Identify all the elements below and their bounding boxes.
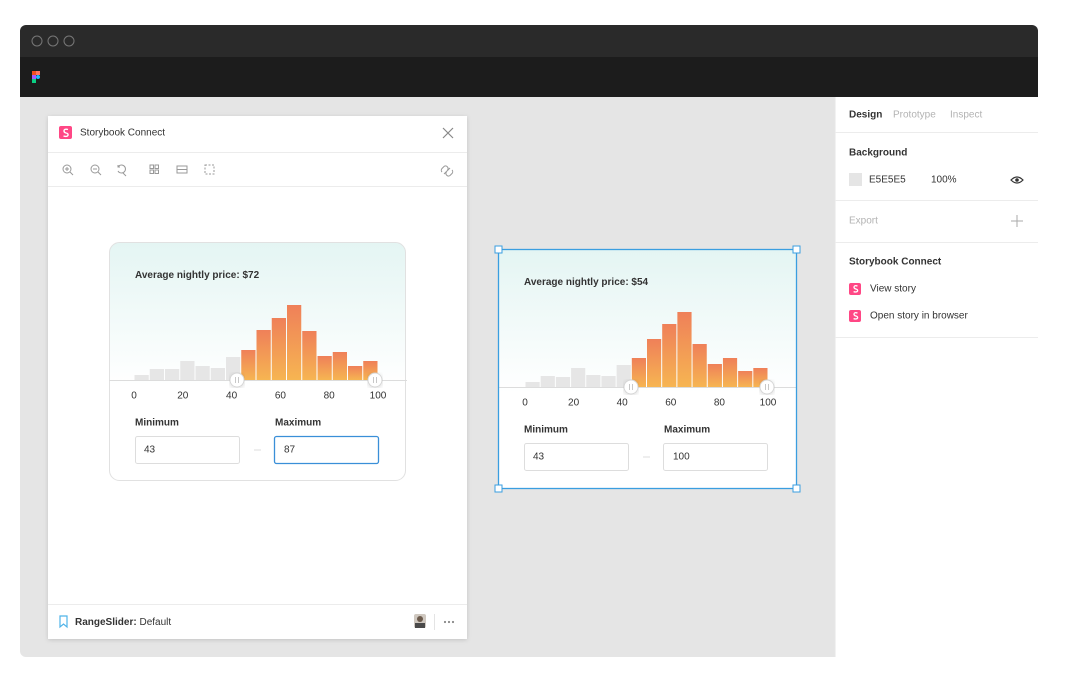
- histogram-bar: [302, 331, 317, 380]
- histogram-bar: [738, 371, 753, 387]
- histogram-bar: [180, 361, 195, 380]
- handle-grip: [235, 377, 239, 383]
- histogram-bar: [662, 324, 677, 387]
- selection-outline: [494, 245, 801, 493]
- range-slider: Average nightly price: $72 0 20 40 60 80 100 Mi…: [109, 270, 407, 465]
- maximum-value: 100: [673, 452, 690, 463]
- histogram-bar: [165, 369, 180, 380]
- minimum-value: 43: [533, 452, 545, 463]
- add-export[interactable]: [1011, 215, 1023, 227]
- figma-logo[interactable]: [32, 71, 40, 83]
- axis-tick-label: 60: [665, 398, 677, 409]
- price-value: $72: [242, 270, 259, 281]
- histogram-bar: [540, 376, 555, 387]
- maximum-input[interactable]: [663, 443, 768, 471]
- axis-tick-label: 100: [370, 391, 387, 402]
- plugin-title: Storybook Connect: [80, 128, 165, 139]
- close-button[interactable]: [442, 127, 454, 139]
- slider-handle[interactable]: [759, 379, 775, 395]
- handle-grip: [373, 377, 377, 383]
- component-name: RangeSlider:: [75, 617, 137, 628]
- sidebar-content: Design Prototype Inspect Background E5E5…: [835, 110, 1038, 338]
- minimum-label: Minimum: [135, 418, 179, 429]
- histogram-bar: [555, 377, 571, 387]
- price-label: Average nightly price: $54: [524, 277, 649, 288]
- tab-prototype[interactable]: Prototype: [893, 110, 936, 121]
- histogram-bar: [317, 356, 332, 380]
- histogram-bar: [586, 375, 601, 387]
- histogram-bar: [677, 312, 692, 387]
- histogram-bar: [332, 352, 347, 380]
- maximum-label: Maximum: [275, 418, 321, 429]
- more-button[interactable]: [443, 620, 455, 624]
- handle-grip: [765, 384, 769, 390]
- histogram-bar: [631, 358, 646, 387]
- export-heading: Export: [849, 216, 878, 227]
- bookmark-icon: [59, 615, 68, 629]
- price-caption: Average nightly price: $54: [524, 277, 649, 288]
- range-slider: Average nightly price: $54 0 20 40 60 80 100 Mi…: [498, 277, 797, 471]
- maximum-label: Maximum: [664, 425, 710, 436]
- axis-tick-label: 0: [522, 398, 528, 409]
- window-controls[interactable]: [31, 35, 75, 47]
- footer-label: RangeSlider: Default: [75, 617, 171, 628]
- price-caption: Average nightly price:: [135, 270, 240, 281]
- maximum-input[interactable]: [273, 435, 380, 465]
- histogram-bar: [241, 350, 256, 380]
- toolbar: [20, 57, 1038, 97]
- title-bar: [20, 25, 1038, 57]
- zoom-toolbar[interactable]: [62, 164, 454, 177]
- histogram-bar: [707, 364, 722, 387]
- histogram-bar: [348, 366, 363, 380]
- background-color[interactable]: E5E5E5: [869, 175, 906, 186]
- histogram-bar: [134, 375, 149, 380]
- histogram-bar: [287, 305, 302, 380]
- maximum-value: 87: [284, 445, 296, 456]
- handle-grip: [629, 384, 633, 390]
- sidebar: [835, 97, 1038, 657]
- tab-inspect[interactable]: Inspect: [950, 110, 982, 121]
- axis-tick-label: 100: [760, 398, 777, 409]
- axis-tick-label: 20: [177, 391, 189, 402]
- histogram-bar: [256, 330, 271, 380]
- histogram-bar: [210, 368, 225, 380]
- background-opacity[interactable]: 100%: [931, 175, 957, 186]
- view-story-link[interactable]: View story: [870, 284, 916, 295]
- histogram-bar: [195, 366, 210, 380]
- avatar[interactable]: [414, 614, 426, 628]
- axis-tick-label: 20: [568, 398, 580, 409]
- minimum-input[interactable]: [524, 443, 629, 471]
- slider-handle[interactable]: [623, 379, 639, 395]
- axis-tick-label: 80: [714, 398, 726, 409]
- minimum-label: Minimum: [524, 425, 568, 436]
- histogram-bar: [692, 344, 707, 387]
- storybook-heading: Storybook Connect: [849, 257, 942, 268]
- price-label: Average nightly price: $72: [135, 270, 260, 281]
- story-name: Default: [139, 617, 171, 628]
- histogram-bar: [571, 368, 586, 387]
- tab-design[interactable]: Design: [849, 110, 882, 121]
- open-story-link[interactable]: Open story in browser: [870, 311, 968, 322]
- background-heading: Background: [849, 148, 907, 159]
- minimum-input[interactable]: [135, 436, 240, 464]
- axis-tick-label: 40: [226, 391, 238, 402]
- color-swatch[interactable]: [849, 173, 862, 186]
- slider-handle[interactable]: [367, 372, 383, 388]
- histogram-bar: [149, 369, 164, 380]
- slider-handle[interactable]: [229, 372, 245, 388]
- axis-tick-label: 80: [324, 391, 336, 402]
- visibility-toggle[interactable]: [1010, 176, 1024, 184]
- histogram-bar: [525, 382, 540, 387]
- histogram-bar: [271, 318, 286, 380]
- histogram-bar: [647, 339, 662, 387]
- histogram-bar: [601, 376, 616, 387]
- axis-tick-label: 0: [131, 391, 137, 402]
- axis-tick-label: 40: [617, 398, 629, 409]
- axis-tick-label: 60: [275, 391, 287, 402]
- histogram-bar: [722, 358, 738, 387]
- minimum-value: 43: [144, 445, 156, 456]
